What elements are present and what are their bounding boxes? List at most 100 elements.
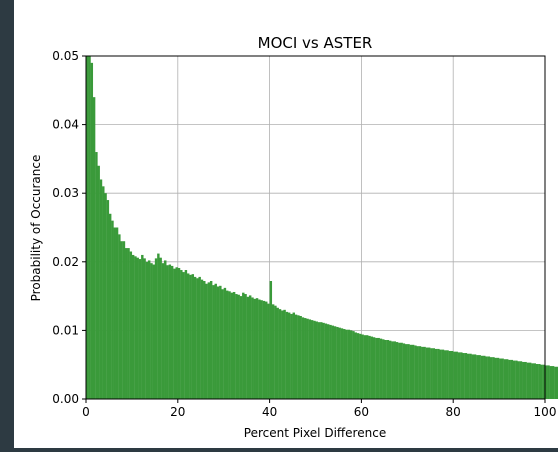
histogram-bar: [150, 263, 153, 399]
histogram-bar: [352, 331, 355, 399]
histogram-bar: [437, 348, 440, 399]
y-axis-ticks: 0.00 0.01 0.02 0.03 0.04 0.05: [52, 49, 86, 406]
histogram-bar: [129, 251, 133, 399]
histogram-chart: MOCI vs ASTER 0 20 40 60 80 100 0.000.010.020…: [29, 34, 558, 440]
histogram-bar: [177, 267, 181, 399]
histogram-bar: [345, 329, 348, 399]
histogram-bar: [551, 366, 555, 399]
histogram-bar: [450, 350, 454, 399]
histogram-bar: [294, 314, 298, 399]
histogram-bar: [152, 264, 155, 399]
histogram-bar: [157, 253, 160, 399]
histogram-bar: [372, 337, 376, 399]
histogram-bar: [141, 254, 144, 399]
histogram-bar: [363, 335, 367, 399]
histogram-bar: [386, 340, 390, 399]
histogram-bar: [455, 351, 458, 399]
histogram-bar: [244, 294, 247, 399]
histogram-bar: [508, 359, 511, 399]
histogram-bar: [349, 330, 353, 399]
histogram-bar: [505, 359, 509, 399]
histogram-bar: [515, 360, 518, 399]
histogram-bar: [127, 248, 130, 399]
histogram-bar: [469, 353, 472, 399]
histogram-bar: [462, 353, 465, 399]
histogram-bar: [265, 301, 268, 399]
histogram-bar: [485, 356, 488, 399]
histogram-bar: [147, 260, 151, 399]
histogram-bar: [430, 348, 433, 399]
histogram-bar: [164, 260, 167, 399]
histogram-bar: [460, 352, 463, 399]
histogram-bar: [173, 268, 176, 399]
histogram-bar: [225, 290, 229, 399]
histogram-bar: [496, 357, 500, 399]
histogram-bar: [492, 357, 495, 399]
y-tick-label: 0.02: [52, 255, 79, 269]
histogram-bar: [416, 346, 419, 399]
histogram-bar: [556, 366, 558, 399]
histogram-bar: [464, 353, 468, 399]
histogram-bar: [547, 365, 550, 399]
histogram-bar: [324, 323, 328, 399]
histogram-bar: [260, 300, 263, 399]
histogram-bar: [145, 261, 149, 399]
histogram-bar: [154, 258, 158, 399]
histogram-bar: [434, 348, 438, 399]
x-tick-label: 100: [534, 405, 557, 419]
histogram-bar: [274, 305, 277, 399]
histogram-bar: [193, 276, 197, 399]
histogram-bar: [535, 364, 539, 399]
histogram-bar: [411, 344, 415, 399]
histogram-bar: [315, 321, 318, 399]
histogram-bar: [271, 304, 275, 399]
histogram-bar: [466, 353, 470, 399]
histogram-bar: [545, 365, 548, 399]
histogram-bar: [203, 281, 206, 399]
histogram-bar: [223, 287, 227, 399]
x-tick-label: 40: [262, 405, 277, 419]
histogram-bar: [453, 351, 456, 399]
histogram-bar: [287, 312, 291, 399]
histogram-bar: [421, 346, 424, 399]
histogram-bar: [487, 356, 491, 399]
histogram-bar: [269, 281, 273, 399]
histogram-bar: [122, 241, 126, 399]
chart-title: MOCI vs ASTER: [258, 34, 373, 52]
histogram-bar: [503, 359, 507, 399]
histogram-bar: [317, 322, 321, 399]
histogram-bar: [180, 270, 183, 399]
histogram-bar: [182, 272, 185, 399]
histogram-bar: [143, 258, 146, 399]
histogram-bar: [198, 276, 201, 399]
histogram-bar: [99, 179, 103, 399]
histogram-bar: [134, 256, 137, 399]
histogram-bar: [499, 358, 502, 399]
histogram-bar: [276, 307, 279, 399]
histogram-bar: [251, 297, 254, 399]
histogram-bar: [205, 283, 208, 399]
histogram-bar: [427, 347, 431, 399]
histogram-bar: [267, 303, 270, 399]
histogram-bar: [170, 265, 174, 399]
histogram-bar: [522, 361, 525, 399]
x-tick-label: 60: [354, 405, 369, 419]
histogram-bar: [322, 322, 325, 399]
histogram-bar: [517, 361, 520, 399]
histogram-bar: [120, 241, 123, 399]
histogram-bar: [361, 334, 364, 399]
histogram-bar: [354, 332, 357, 399]
histogram-bar: [207, 282, 211, 399]
histogram-bar: [388, 340, 392, 399]
histogram-bar: [278, 309, 282, 399]
histogram-bar: [393, 341, 396, 399]
histogram-bar: [235, 294, 238, 399]
histogram-bar: [336, 326, 339, 399]
histogram-bar: [432, 348, 435, 399]
histogram-bar: [329, 324, 332, 399]
y-tick-label: 0.00: [52, 392, 79, 406]
histogram-bar: [540, 364, 543, 399]
histogram-bar: [423, 346, 426, 399]
histogram-bar: [221, 289, 224, 399]
histogram-bar: [118, 234, 121, 399]
